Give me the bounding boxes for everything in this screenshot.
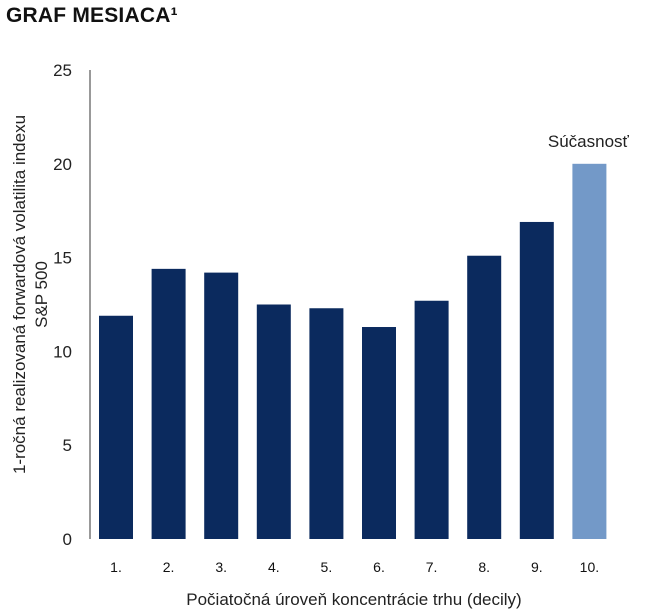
bar-7 <box>414 300 449 539</box>
bar-10 <box>572 163 607 540</box>
bar-2 <box>151 268 186 539</box>
x-category-label: 6. <box>373 559 385 575</box>
y-axis-label-line-2: S&P 500 <box>32 261 51 328</box>
y-tick-label: 15 <box>53 249 72 268</box>
x-axis-category-labels: 1. 2. 3. 4. 5. 6. 7. 8. 9. 10. <box>110 559 599 575</box>
y-tick-label: 0 <box>63 530 72 549</box>
x-category-label: 8. <box>478 559 490 575</box>
bar-5 <box>309 308 344 539</box>
y-axis-label-line-1: 1-ročná realizovaná forwardová volatilit… <box>10 115 29 474</box>
x-category-label: 3. <box>215 559 227 575</box>
x-category-label: 9. <box>531 559 543 575</box>
x-category-label: 1. <box>110 559 122 575</box>
current-annotation: Súčasnosť <box>548 132 630 151</box>
bar-4 <box>256 304 291 539</box>
chart-title: GRAF MESIACA¹ <box>6 4 178 27</box>
y-tick-label: 20 <box>53 155 72 174</box>
bar-1 <box>99 315 133 539</box>
bars <box>99 163 607 540</box>
x-category-label: 7. <box>426 559 438 575</box>
bar-9 <box>519 221 554 539</box>
bar-8 <box>467 255 502 539</box>
x-category-label: 5. <box>321 559 333 575</box>
y-axis-ticks: 0 5 10 15 20 25 <box>53 61 72 549</box>
y-tick-label: 25 <box>53 61 72 80</box>
x-axis-label: Počiatočná úroveň koncentrácie trhu (dec… <box>186 590 521 609</box>
y-tick-label: 10 <box>53 342 72 361</box>
x-category-label: 4. <box>268 559 280 575</box>
y-tick-label: 5 <box>63 436 72 455</box>
bar-6 <box>362 327 396 539</box>
x-category-label: 2. <box>163 559 175 575</box>
bar-3 <box>204 272 239 539</box>
x-category-label: 10. <box>580 559 599 575</box>
